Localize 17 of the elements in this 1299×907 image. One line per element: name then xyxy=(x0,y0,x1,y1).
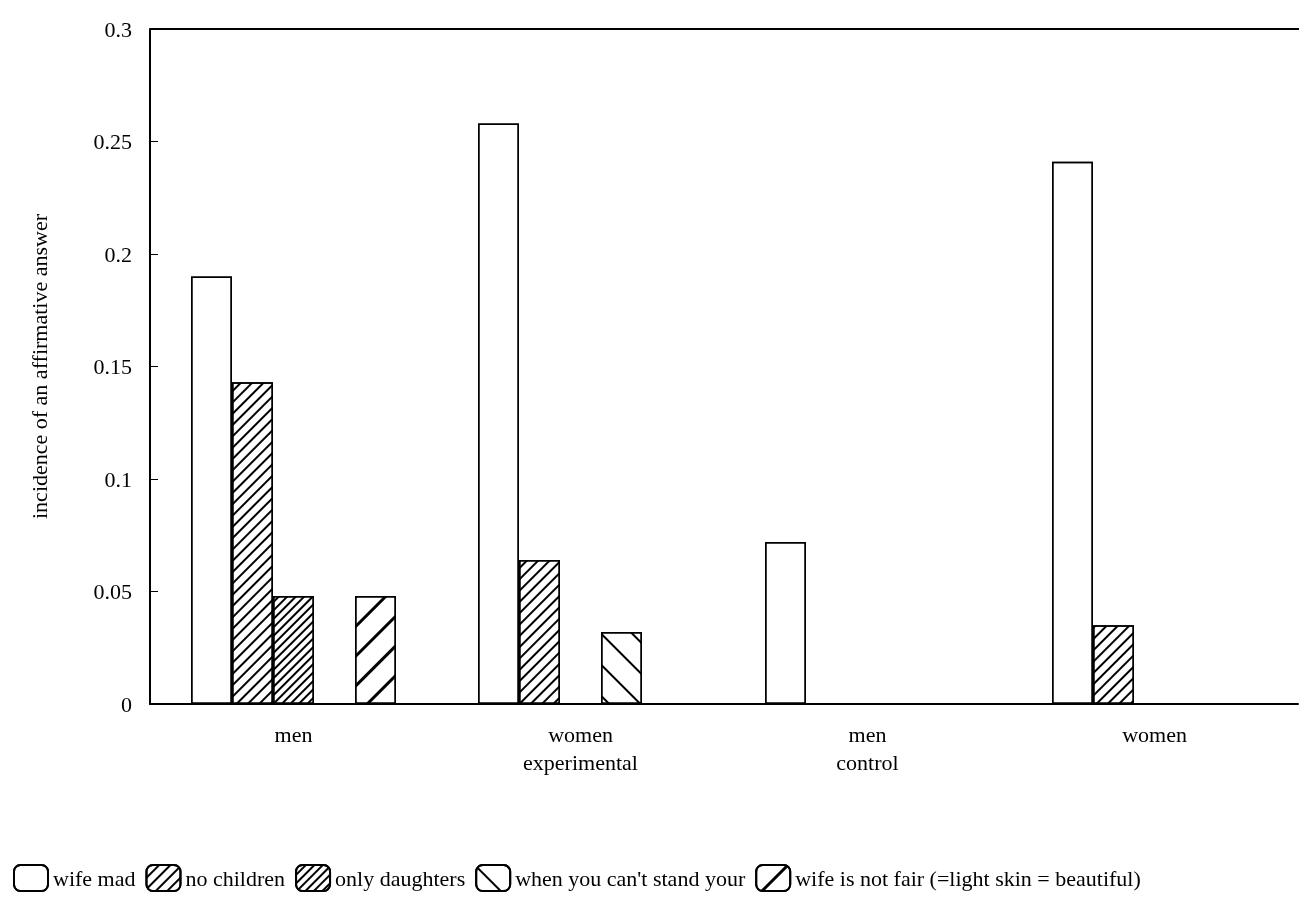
legend-label: wife mad xyxy=(53,865,136,891)
legend-label: wife is not fair (=light skin = beautiful) xyxy=(795,865,1141,891)
y-tick-label: 0.3 xyxy=(104,16,132,42)
x-tick-label: women xyxy=(1122,721,1187,747)
y-tick-label: 0 xyxy=(121,691,132,717)
x-tick-label: men control xyxy=(836,721,899,775)
x-tick-label: men xyxy=(274,721,313,747)
y-tick-label: 0.15 xyxy=(93,354,132,379)
x-tick-label: women experimental xyxy=(523,721,638,775)
y-tick-label: 0.2 xyxy=(104,241,132,267)
legend-label: no children xyxy=(185,865,286,891)
y-axis-title: incidence of an affirmative answer xyxy=(26,213,52,520)
legend-label: only daughters xyxy=(335,865,466,891)
legend-label: when you can't stand your xyxy=(515,865,746,891)
y-tick-label: 0.25 xyxy=(93,129,132,154)
y-tick-label: 0.05 xyxy=(93,579,132,604)
y-tick-label: 0.1 xyxy=(104,466,132,492)
